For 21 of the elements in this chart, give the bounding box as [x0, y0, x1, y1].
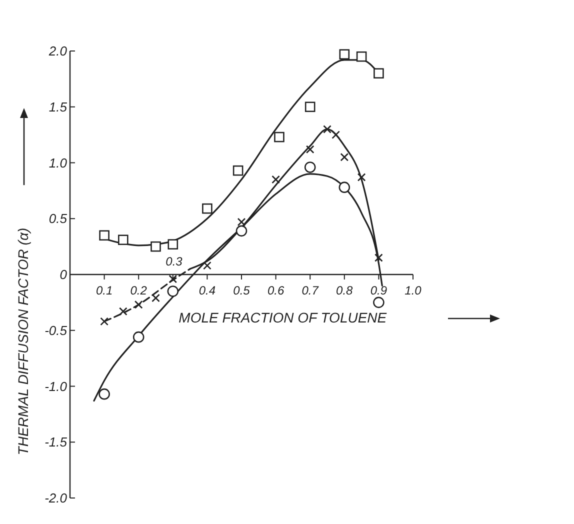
- y-tick-label: 2.0: [48, 44, 68, 59]
- x-tick-label: 0.9: [370, 284, 388, 298]
- x-tick-label: 0.5: [233, 284, 250, 298]
- x-axis-title: MOLE FRACTION OF TOLUENE: [178, 310, 388, 326]
- y-axis-title: THERMAL DIFFUSION FACTOR (α): [15, 228, 31, 456]
- y-tick-label: 1.5: [48, 99, 68, 114]
- y-tick-label: -1.5: [44, 434, 68, 450]
- y-tick-label: 0: [60, 267, 68, 282]
- x-tick-label: 1.0: [404, 284, 422, 298]
- x-tick-label: 0.2: [130, 284, 148, 298]
- x-tick-label: 0.7: [302, 284, 320, 298]
- x-tick-label: 0.6: [267, 284, 284, 298]
- y-tick-label: 0.5: [48, 211, 68, 226]
- x-tick-label: 0.1: [96, 284, 113, 298]
- y-tick-label: -0.5: [44, 322, 68, 338]
- y-tick-label: 1.0: [48, 155, 68, 170]
- x-tick-label: 0.4: [198, 284, 216, 298]
- y-tick-label: -2.0: [44, 490, 68, 506]
- y-tick-label: -1.0: [44, 378, 68, 394]
- annotation: 0.3: [166, 254, 183, 268]
- x-tick-label: 0.8: [336, 284, 354, 298]
